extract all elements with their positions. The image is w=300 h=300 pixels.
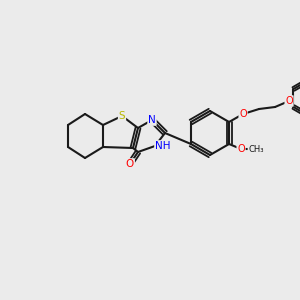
Text: O: O — [237, 144, 245, 154]
Text: NH: NH — [155, 141, 170, 151]
Text: CH₃: CH₃ — [248, 145, 264, 154]
Text: O: O — [285, 96, 293, 106]
Text: S: S — [119, 111, 125, 121]
Text: N: N — [148, 115, 156, 125]
Text: O: O — [239, 109, 247, 119]
Text: O: O — [126, 159, 134, 169]
